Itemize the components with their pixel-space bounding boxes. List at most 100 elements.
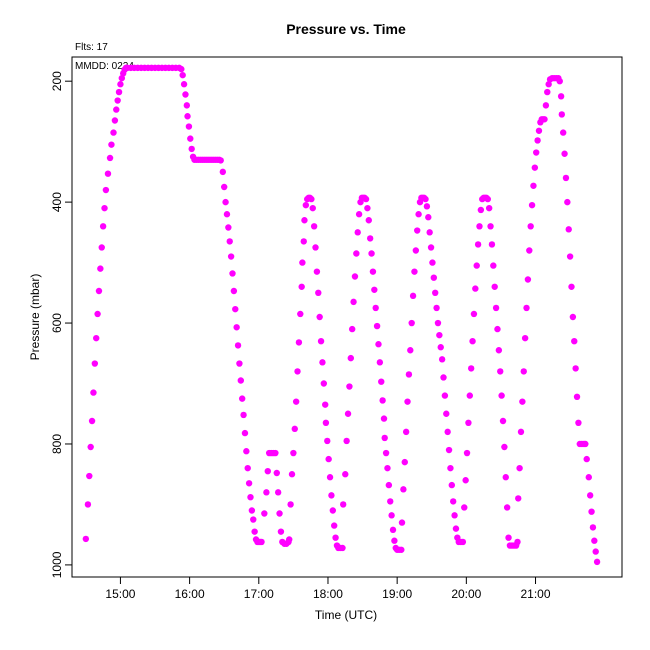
data-point <box>184 113 191 120</box>
data-point <box>387 498 394 505</box>
data-point <box>248 507 256 514</box>
data-point <box>365 217 372 224</box>
x-tick-label: 16:00 <box>175 587 205 601</box>
data-point <box>566 253 574 260</box>
data-point <box>476 223 483 230</box>
data-point <box>226 238 233 245</box>
data-point <box>541 116 548 123</box>
data-point <box>400 486 407 493</box>
data-point <box>515 495 522 502</box>
data-point <box>385 481 393 489</box>
data-point <box>426 229 433 236</box>
data-point <box>544 88 551 96</box>
data-point <box>339 544 346 552</box>
data-point <box>272 449 279 457</box>
data-point <box>276 510 283 517</box>
data-point <box>565 226 572 233</box>
data-point <box>179 71 186 79</box>
data-point <box>233 324 240 331</box>
data-point <box>571 337 578 345</box>
data-point <box>427 244 435 251</box>
data-point <box>286 536 293 543</box>
chart-title: Pressure vs. Time <box>286 21 406 37</box>
data-point <box>185 123 193 130</box>
data-point <box>277 528 285 535</box>
data-point <box>401 458 408 466</box>
data-point <box>118 74 126 82</box>
data-point <box>301 217 308 224</box>
data-point <box>516 464 523 472</box>
data-point <box>316 313 323 321</box>
data-point <box>376 359 384 366</box>
data-point <box>436 331 443 339</box>
data-point <box>188 145 195 153</box>
data-point <box>322 419 330 427</box>
data-point <box>411 268 418 275</box>
data-point <box>299 259 306 266</box>
data-point <box>412 247 420 254</box>
data-point <box>351 273 359 280</box>
data-point <box>407 347 414 354</box>
data-point <box>404 398 411 405</box>
data-point <box>523 304 530 312</box>
data-point <box>95 287 103 295</box>
data-point <box>114 97 121 104</box>
data-point <box>472 285 479 292</box>
data-point <box>183 102 191 109</box>
data-point <box>466 392 473 399</box>
data-point <box>346 383 353 390</box>
data-point <box>533 149 540 156</box>
data-point <box>422 195 429 203</box>
data-point <box>101 204 108 212</box>
data-point <box>499 417 507 425</box>
data-point <box>94 310 101 318</box>
data-point <box>258 538 265 546</box>
x-tick-label: 15:00 <box>105 587 135 601</box>
data-point <box>474 241 482 248</box>
data-point <box>288 471 296 478</box>
data-point <box>398 546 405 553</box>
data-point <box>295 339 303 346</box>
data-point <box>488 241 496 248</box>
data-point <box>524 276 532 283</box>
data-point <box>229 270 236 277</box>
data-point <box>564 198 571 206</box>
data-point <box>317 337 325 345</box>
data-point <box>490 262 497 269</box>
data-point <box>237 377 245 384</box>
x-tick-label: 20:00 <box>451 587 481 601</box>
data-point <box>381 434 388 442</box>
data-point <box>292 398 300 405</box>
data-point <box>559 129 567 136</box>
data-point <box>221 183 228 191</box>
data-point <box>441 392 449 399</box>
data-point <box>264 467 271 475</box>
data-point <box>102 186 110 194</box>
data-point <box>534 137 541 144</box>
data-point <box>294 368 301 375</box>
data-point <box>369 268 377 275</box>
data-point <box>247 493 254 501</box>
x-tick-label: 21:00 <box>521 587 551 601</box>
data-point <box>309 204 316 212</box>
data-point <box>461 504 468 511</box>
data-point <box>251 528 258 535</box>
data-point <box>287 501 294 508</box>
y-tick-label: 1000 <box>50 551 64 578</box>
data-point <box>312 244 319 251</box>
data-point <box>530 182 537 189</box>
data-point <box>232 305 239 313</box>
data-point <box>444 428 451 436</box>
data-point <box>115 88 123 96</box>
data-point <box>187 135 194 142</box>
data-point <box>302 201 310 209</box>
data-point <box>502 474 509 481</box>
data-point <box>452 525 460 532</box>
data-point <box>462 477 469 484</box>
data-point <box>451 512 458 519</box>
data-point <box>429 259 436 266</box>
data-point <box>382 449 390 457</box>
data-point <box>465 419 472 427</box>
data-point <box>234 342 242 349</box>
